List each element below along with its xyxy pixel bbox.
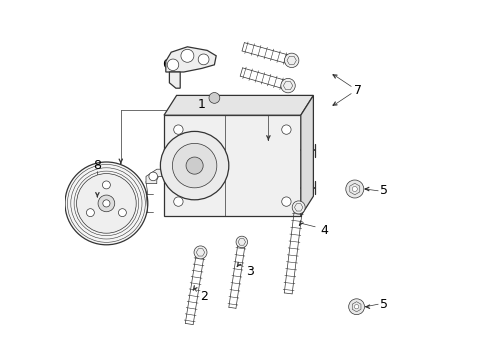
Circle shape — [349, 299, 365, 315]
Circle shape — [167, 59, 179, 71]
Polygon shape — [170, 72, 180, 88]
Text: 7: 7 — [354, 84, 363, 96]
Polygon shape — [301, 95, 314, 216]
Text: 2: 2 — [199, 291, 208, 303]
Text: 3: 3 — [246, 265, 254, 278]
Polygon shape — [164, 95, 314, 115]
Circle shape — [282, 125, 291, 134]
Text: 4: 4 — [320, 224, 328, 237]
Circle shape — [102, 181, 110, 189]
Circle shape — [65, 162, 148, 245]
Circle shape — [186, 157, 203, 174]
Circle shape — [103, 200, 110, 207]
Text: 1: 1 — [198, 98, 206, 111]
Text: 6: 6 — [162, 58, 170, 71]
Circle shape — [98, 195, 115, 212]
Circle shape — [86, 209, 95, 217]
Circle shape — [181, 49, 194, 62]
Circle shape — [160, 131, 229, 200]
Circle shape — [194, 246, 207, 259]
Circle shape — [209, 93, 220, 103]
Circle shape — [285, 53, 299, 68]
Circle shape — [354, 305, 359, 309]
Text: 5: 5 — [380, 184, 388, 197]
Circle shape — [346, 180, 364, 198]
FancyBboxPatch shape — [164, 115, 301, 216]
Circle shape — [292, 201, 305, 214]
Circle shape — [172, 143, 217, 188]
Circle shape — [174, 125, 183, 134]
Circle shape — [282, 197, 291, 206]
Polygon shape — [146, 169, 164, 184]
Circle shape — [174, 197, 183, 206]
Circle shape — [281, 78, 295, 93]
Text: 5: 5 — [380, 298, 388, 311]
Circle shape — [149, 172, 157, 181]
Circle shape — [76, 174, 136, 233]
Text: 8: 8 — [94, 159, 101, 172]
Circle shape — [198, 54, 209, 65]
Circle shape — [352, 186, 357, 192]
Circle shape — [119, 209, 126, 217]
Polygon shape — [166, 47, 216, 72]
Circle shape — [236, 236, 247, 248]
